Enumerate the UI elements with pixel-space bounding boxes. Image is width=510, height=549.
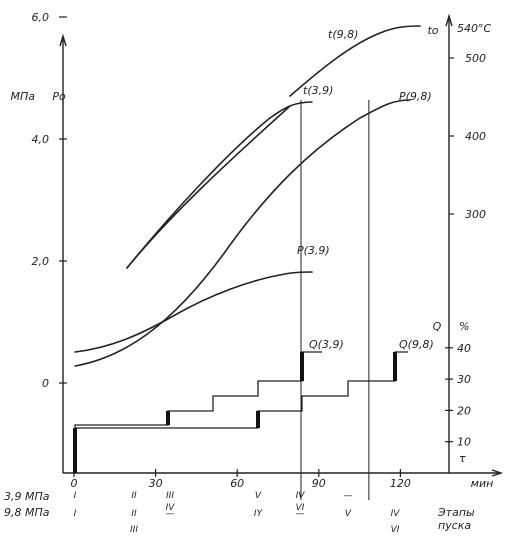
time-tick-label: 60 xyxy=(230,477,244,490)
stage-row2-label: 9,8 МПа xyxy=(4,506,50,519)
q-tick-label: 30 xyxy=(457,373,471,386)
time-tick-label: 0 xyxy=(71,477,78,490)
label-p39: P(3,9) xyxy=(297,244,330,257)
time-axis-label: мин xyxy=(471,477,494,490)
p-axis-unit: МПа xyxy=(10,90,35,103)
t-tick-label: 500 xyxy=(465,52,486,65)
axes-group xyxy=(59,13,504,477)
stage-row1-item: II xyxy=(131,491,137,501)
stage-row1-item: III xyxy=(166,491,174,501)
curve-p98 xyxy=(74,99,411,367)
time-axis-arrow xyxy=(491,469,504,477)
q-axis-label: Q xyxy=(433,320,442,333)
stage-row2-item: II xyxy=(131,509,137,519)
curve-q39 xyxy=(74,351,322,473)
q-tick-label: 20 xyxy=(457,404,471,417)
p-axis-arrow xyxy=(59,33,67,47)
stage-row1-item: IV xyxy=(296,491,306,501)
p-tick-label: 4,0 xyxy=(32,133,50,146)
p-tick-label: 0 xyxy=(42,377,49,390)
curve-p39 xyxy=(74,271,313,353)
text-group: 02,04,06,08,0МПаPo300400500540°Cto102030… xyxy=(4,11,494,535)
p-tick-label: 6,0 xyxy=(32,11,50,24)
curve-t98-upper xyxy=(289,25,421,97)
stage-row2-item: IV xyxy=(391,509,401,519)
p-tick-label: 2,0 xyxy=(32,255,50,268)
stage-row2-item: I xyxy=(74,509,77,519)
stage-row1-item: I xyxy=(74,491,77,501)
label-q39: Q(3,9) xyxy=(309,338,344,351)
time-tick-label: 90 xyxy=(312,477,326,490)
q-tau-label: τ xyxy=(459,452,466,465)
t-tick-label: 300 xyxy=(465,208,486,221)
stage-row2-item: VI xyxy=(391,525,400,535)
curve-t39 xyxy=(126,101,313,269)
q-tick-label: 40 xyxy=(457,342,471,355)
curve-q98 xyxy=(75,351,408,429)
stage-row1-item: IV xyxy=(166,503,176,513)
stage-row1-item: V xyxy=(255,491,262,501)
stage-row2-item: IY xyxy=(254,509,264,519)
stage-row2-item: V xyxy=(345,509,352,519)
t-axis-unit: 540°C xyxy=(457,22,491,35)
stage-row2-item: III xyxy=(130,525,138,535)
stage-caption-line2: пуска xyxy=(438,519,471,532)
stage-row1-label: 3,9 МПа xyxy=(4,490,50,503)
p-axis-label: Po xyxy=(52,90,66,103)
label-q98: Q(9,8) xyxy=(399,338,434,351)
label-t98: t(9,8) xyxy=(328,28,358,41)
curve-t98-lower xyxy=(126,106,290,269)
q-tick-label: 10 xyxy=(457,436,471,449)
q-axis-unit: % xyxy=(459,320,469,333)
curves-group xyxy=(73,25,421,473)
label-t39: t(3,9) xyxy=(303,84,333,97)
t-tick-label: 400 xyxy=(465,130,486,143)
time-tick-label: 120 xyxy=(390,477,411,490)
guide-lines xyxy=(300,100,370,500)
stage-row2-item: — xyxy=(166,509,175,519)
stage-caption-line1: Этапы xyxy=(437,506,475,519)
right-axis-arrow xyxy=(445,13,453,27)
t-axis-label: to xyxy=(427,24,438,37)
stage-row1-item: VI xyxy=(296,503,305,513)
time-tick-label: 30 xyxy=(149,477,163,490)
label-p98: P(9,8) xyxy=(399,90,432,103)
stage-row1-item: — xyxy=(344,491,353,501)
stage-row2-item: — xyxy=(296,509,305,519)
